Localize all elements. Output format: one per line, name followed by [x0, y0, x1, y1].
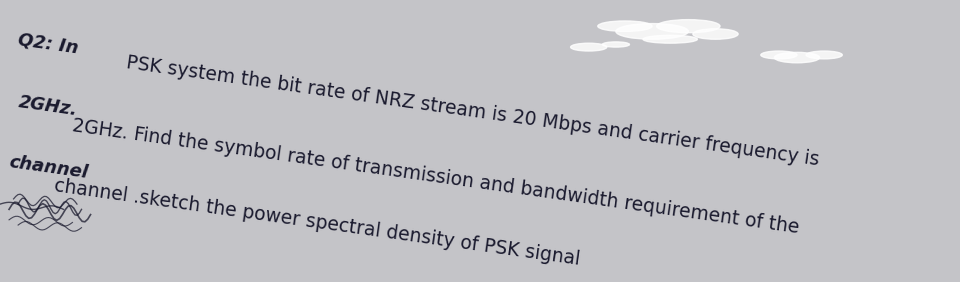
Text: PSK system the bit rate of NRZ stream is 20 Mbps and carrier frequency is: PSK system the bit rate of NRZ stream is…	[126, 53, 821, 169]
Text: channel .sketch the power spectral density of PSK signal: channel .sketch the power spectral densi…	[53, 177, 581, 269]
Ellipse shape	[598, 21, 652, 31]
Ellipse shape	[602, 42, 630, 47]
Ellipse shape	[806, 51, 842, 59]
Ellipse shape	[643, 35, 697, 43]
Text: Q2: In: Q2: In	[17, 30, 80, 57]
Text: 2GHz. Find the symbol rate of transmission and bandwidth requirement of the: 2GHz. Find the symbol rate of transmissi…	[71, 116, 801, 237]
Text: channel: channel	[8, 153, 89, 182]
Ellipse shape	[657, 20, 720, 33]
Text: 2GHz.: 2GHz.	[17, 93, 79, 119]
Ellipse shape	[775, 52, 820, 63]
Ellipse shape	[693, 29, 738, 39]
Ellipse shape	[570, 43, 607, 51]
Ellipse shape	[616, 24, 688, 39]
Ellipse shape	[760, 51, 797, 59]
